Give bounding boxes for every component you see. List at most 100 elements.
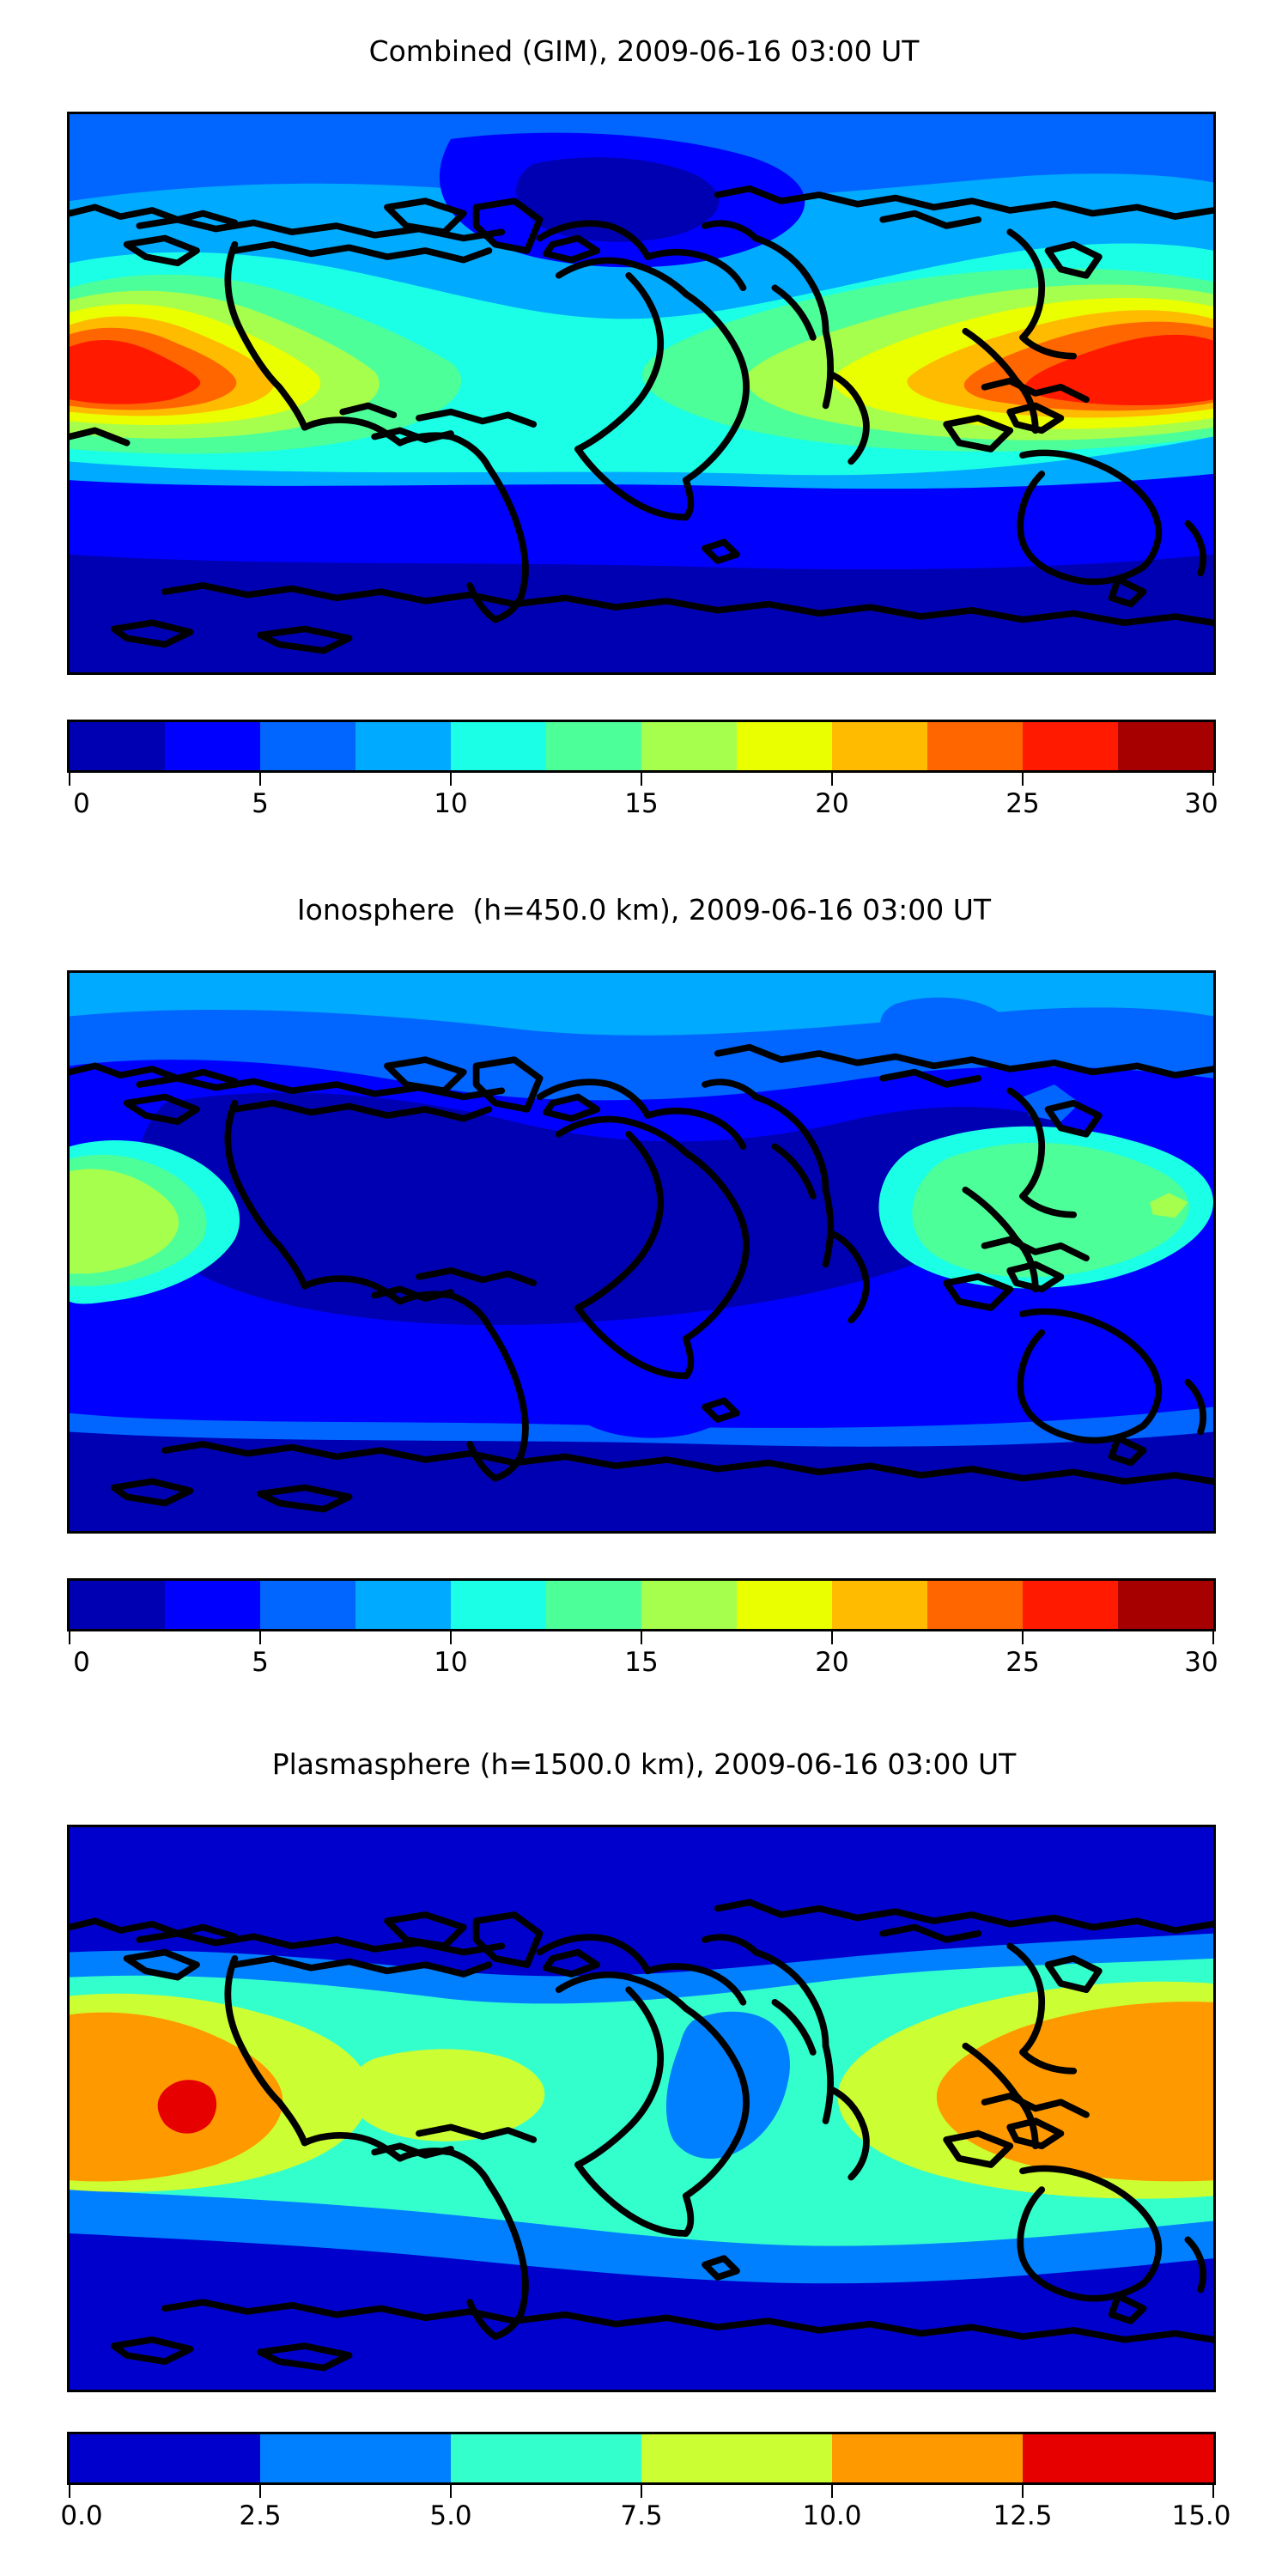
colorbar-tick-label: 15.0 <box>1171 2500 1231 2531</box>
colorbar-segment <box>832 722 927 770</box>
colorbar-tick <box>1212 1631 1214 1644</box>
colorbar-tick <box>69 1631 70 1644</box>
colorbar-tick-label: 10 <box>434 788 468 819</box>
coastlines-ionosphere <box>70 1043 1213 1513</box>
colorbar-tick <box>69 2485 70 2498</box>
coastlines-plasmasphere <box>70 1899 1213 2372</box>
colorbar-segment <box>927 1581 1023 1629</box>
colorbar-tick-label: 0 <box>73 788 90 819</box>
colorbar-tick-label: 12.5 <box>993 2500 1053 2531</box>
contour-fills-plasmasphere <box>70 1827 1213 2390</box>
colorbar-segment <box>832 2434 1023 2482</box>
colorbar-ticks-combined <box>67 773 1216 787</box>
colorbar-labels-plasmasphere: 0.0 2.5 5.0 7.5 10.0 12.5 15.0 <box>60 2499 1230 2537</box>
colorbar-segment <box>737 1581 832 1629</box>
colorbar-segment <box>546 722 641 770</box>
colorbar-plasmasphere[interactable] <box>67 2432 1216 2485</box>
colorbar-segment <box>641 1581 737 1629</box>
colorbar-tick-label: 5.0 <box>429 2500 472 2531</box>
panel-ionosphere: Ionosphere (h=450.0 km), 2009-06-16 03:0… <box>0 859 1288 1717</box>
colorbar-segment <box>260 1581 355 1629</box>
colorbar-segment <box>355 722 451 770</box>
colorbar-wrap-ionosphere: 0 5 10 15 20 25 30 <box>67 1578 1218 1683</box>
colorbar-tick <box>259 2485 261 2498</box>
map-ionosphere[interactable] <box>67 970 1216 1534</box>
colorbar-tick-label: 7.5 <box>620 2500 663 2531</box>
colorbar-segment <box>1023 722 1118 770</box>
colorbar-tick-label: 30 <box>1184 1647 1218 1678</box>
colorbar-tick-label: 25 <box>1005 788 1040 819</box>
colorbar-tick <box>450 1631 452 1644</box>
colorbar-tick <box>259 773 261 786</box>
colorbar-segment <box>832 1581 927 1629</box>
panel-title-plasmasphere: Plasmasphere (h=1500.0 km), 2009-06-16 0… <box>271 1747 1017 1781</box>
colorbar-tick <box>1022 773 1024 786</box>
colorbar-segment <box>737 722 832 770</box>
colorbar-tick <box>641 2485 642 2498</box>
colorbar-tick <box>1022 1631 1024 1644</box>
map-svg-plasmasphere <box>70 1827 1213 2390</box>
map-combined-gim[interactable] <box>67 112 1216 675</box>
colorbar-segment <box>1118 1581 1213 1629</box>
panel-plasmasphere: Plasmasphere (h=1500.0 km), 2009-06-16 0… <box>0 1717 1288 2576</box>
colorbar-segment <box>1118 722 1213 770</box>
colorbar-tick <box>641 1631 642 1644</box>
colorbar-segment <box>451 2434 641 2482</box>
colorbar-ticks-ionosphere <box>67 1631 1216 1645</box>
colorbar-segment <box>260 722 355 770</box>
contour-fills-ionosphere <box>70 973 1213 1531</box>
colorbar-tick-label: 15 <box>624 788 659 819</box>
coastlines-combined <box>70 185 1213 654</box>
colorbar-segment <box>165 722 260 770</box>
colorbar-labels-combined: 0 5 10 15 20 25 30 <box>67 787 1218 824</box>
panel-title-ionosphere: Ionosphere (h=450.0 km), 2009-06-16 03:0… <box>296 893 992 927</box>
colorbar-tick <box>450 2485 452 2498</box>
colorbar-tick-label: 2.5 <box>239 2500 282 2531</box>
colorbar-segment <box>70 722 165 770</box>
colorbar-segment <box>355 1581 451 1629</box>
colorbar-segment <box>641 722 737 770</box>
contour-fills-combined <box>70 114 1213 672</box>
colorbar-tick-label: 5 <box>252 1647 269 1678</box>
colorbar-tick <box>831 773 833 786</box>
colorbar-wrap-plasmasphere: 0.0 2.5 5.0 7.5 10.0 12.5 15.0 <box>60 2432 1231 2537</box>
colorbar-labels-ionosphere: 0 5 10 15 20 25 30 <box>67 1645 1218 1683</box>
colorbar-ionosphere[interactable] <box>67 1578 1216 1631</box>
colorbar-tick <box>450 773 452 786</box>
colorbar-segment <box>1023 2434 1213 2482</box>
colorbar-segment <box>927 722 1023 770</box>
colorbar-segment <box>641 2434 832 2482</box>
colorbar-segment <box>70 2434 260 2482</box>
colorbar-tick-label: 5 <box>252 788 269 819</box>
map-plasmasphere[interactable] <box>67 1825 1216 2392</box>
panel-combined-gim: Combined (GIM), 2009-06-16 03:00 UT <box>0 0 1288 859</box>
colorbar-tick <box>259 1631 261 1644</box>
panel-title-combined: Combined (GIM), 2009-06-16 03:00 UT <box>368 34 920 68</box>
colorbar-tick <box>1022 2485 1024 2498</box>
colorbar-tick-label: 10 <box>434 1647 468 1678</box>
colorbar-tick <box>831 1631 833 1644</box>
colorbar-tick <box>69 773 70 786</box>
colorbar-combined[interactable] <box>67 720 1216 773</box>
colorbar-tick <box>831 2485 833 2498</box>
map-svg-ionosphere <box>70 973 1213 1531</box>
colorbar-tick-label: 25 <box>1005 1647 1040 1678</box>
colorbar-wrap-combined: 0 5 10 15 20 25 30 <box>67 720 1218 824</box>
colorbar-tick-label: 0.0 <box>60 2500 103 2531</box>
colorbar-tick-label: 0 <box>73 1647 90 1678</box>
colorbar-segment <box>1023 1581 1118 1629</box>
colorbar-tick <box>1212 2485 1214 2498</box>
colorbar-segment <box>451 1581 546 1629</box>
colorbar-ticks-plasmasphere <box>67 2485 1216 2499</box>
colorbar-segment <box>451 722 546 770</box>
colorbar-tick-label: 15 <box>624 1647 659 1678</box>
colorbar-tick-label: 30 <box>1184 788 1218 819</box>
colorbar-tick <box>1212 773 1214 786</box>
colorbar-segment <box>165 1581 260 1629</box>
colorbar-tick-label: 20 <box>815 788 849 819</box>
map-svg-combined <box>70 114 1213 672</box>
colorbar-segment <box>70 1581 165 1629</box>
colorbar-tick-label: 10.0 <box>802 2500 862 2531</box>
colorbar-segment <box>546 1581 641 1629</box>
